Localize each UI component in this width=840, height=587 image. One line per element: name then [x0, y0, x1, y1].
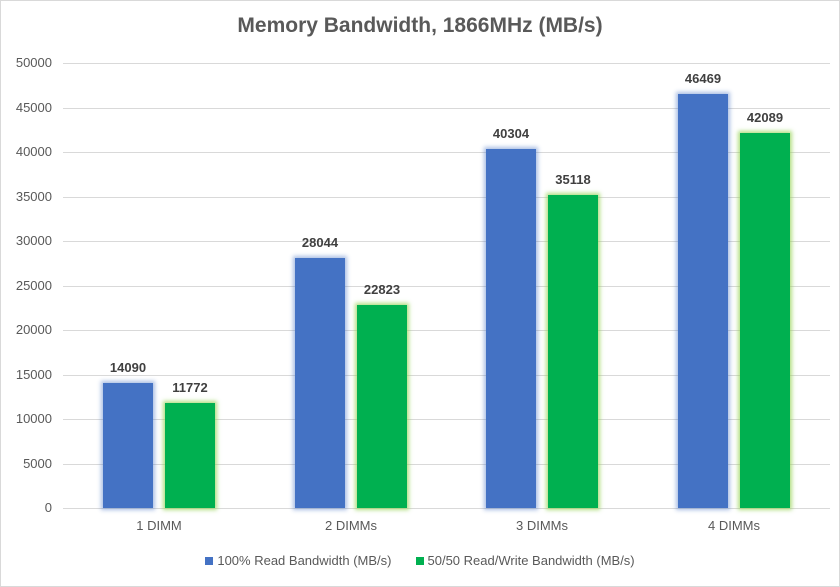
y-tick-label: 30000 [15, 233, 52, 248]
chart-title: Memory Bandwidth, 1866MHz (MB/s) [237, 14, 603, 37]
legend-item-read: 100% Read Bandwidth (MB/s) [205, 553, 392, 568]
x-tick-label: 4 DIMMs [708, 518, 760, 533]
data-label: 11772 [172, 380, 208, 395]
y-tick-label: 10000 [15, 411, 52, 426]
gridline [63, 108, 830, 109]
y-tick-label: 20000 [15, 322, 52, 337]
data-label: 40304 [492, 126, 530, 141]
gridline [63, 286, 830, 287]
bar [678, 94, 728, 508]
y-tick-label: 35000 [15, 189, 52, 204]
data-label: 22823 [363, 282, 401, 297]
gridline [63, 375, 830, 376]
bar [103, 383, 153, 508]
bar [740, 133, 790, 508]
legend: 100% Read Bandwidth (MB/s) 50/50 Read/Wr… [0, 553, 840, 568]
y-tick-label: 50000 [15, 55, 52, 70]
y-tick-label: 25000 [15, 278, 52, 293]
bar [548, 195, 598, 508]
legend-swatch-green [415, 556, 424, 565]
gridline [63, 152, 830, 153]
y-tick-label: 5000 [23, 456, 52, 471]
gridline [63, 241, 830, 242]
bar [357, 305, 407, 508]
data-label: 14090 [109, 360, 147, 375]
x-tick-label: 3 DIMMs [516, 518, 568, 533]
gridline [63, 330, 830, 331]
data-label: 42089 [746, 110, 784, 125]
gridline [63, 508, 830, 509]
legend-item-readwrite: 50/50 Read/Write Bandwidth (MB/s) [415, 553, 635, 568]
x-tick-label: 2 DIMMs [325, 518, 377, 533]
gridline [63, 464, 830, 465]
gridline [63, 197, 830, 198]
legend-label: 50/50 Read/Write Bandwidth (MB/s) [427, 553, 635, 568]
legend-swatch-blue [205, 556, 214, 565]
y-tick-label: 0 [44, 500, 52, 515]
bar [486, 149, 536, 508]
y-tick-label: 45000 [15, 100, 52, 115]
bar [165, 403, 215, 508]
x-tick-label: 1 DIMM [136, 518, 182, 533]
gridline [63, 419, 830, 420]
y-tick-label: 15000 [15, 367, 52, 382]
y-tick-label: 40000 [15, 144, 52, 159]
bar [295, 258, 345, 508]
data-label: 35118 [555, 172, 591, 187]
legend-label: 100% Read Bandwidth (MB/s) [217, 553, 392, 568]
data-label: 46469 [684, 71, 722, 86]
gridline [63, 63, 830, 64]
data-label: 28044 [301, 235, 339, 250]
